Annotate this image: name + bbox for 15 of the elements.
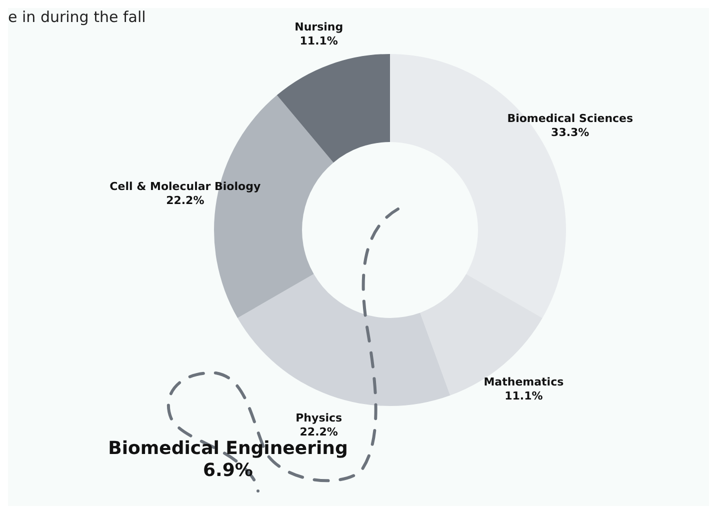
donut-slice bbox=[238, 274, 450, 406]
slice-label: Physics bbox=[296, 411, 343, 424]
data-label: 33.3% bbox=[551, 126, 590, 139]
data-label: 11.1% bbox=[300, 34, 338, 48]
donut-slice bbox=[276, 54, 390, 163]
slice-label: Biomedical Sciences bbox=[507, 112, 634, 125]
text: e in during the fall bbox=[8, 8, 146, 26]
data-label: 22.2% bbox=[166, 194, 204, 207]
data-label: 22.2% bbox=[300, 425, 338, 438]
slice-label: Cell & Molecular Biology bbox=[110, 180, 261, 193]
data-label: 11.1% bbox=[504, 389, 543, 402]
slice-label: Nursing bbox=[294, 20, 344, 34]
text: Biomedical Engineering 6.9% bbox=[108, 438, 348, 482]
slice-label: Mathematics bbox=[484, 375, 564, 388]
donut-slice bbox=[214, 95, 334, 318]
